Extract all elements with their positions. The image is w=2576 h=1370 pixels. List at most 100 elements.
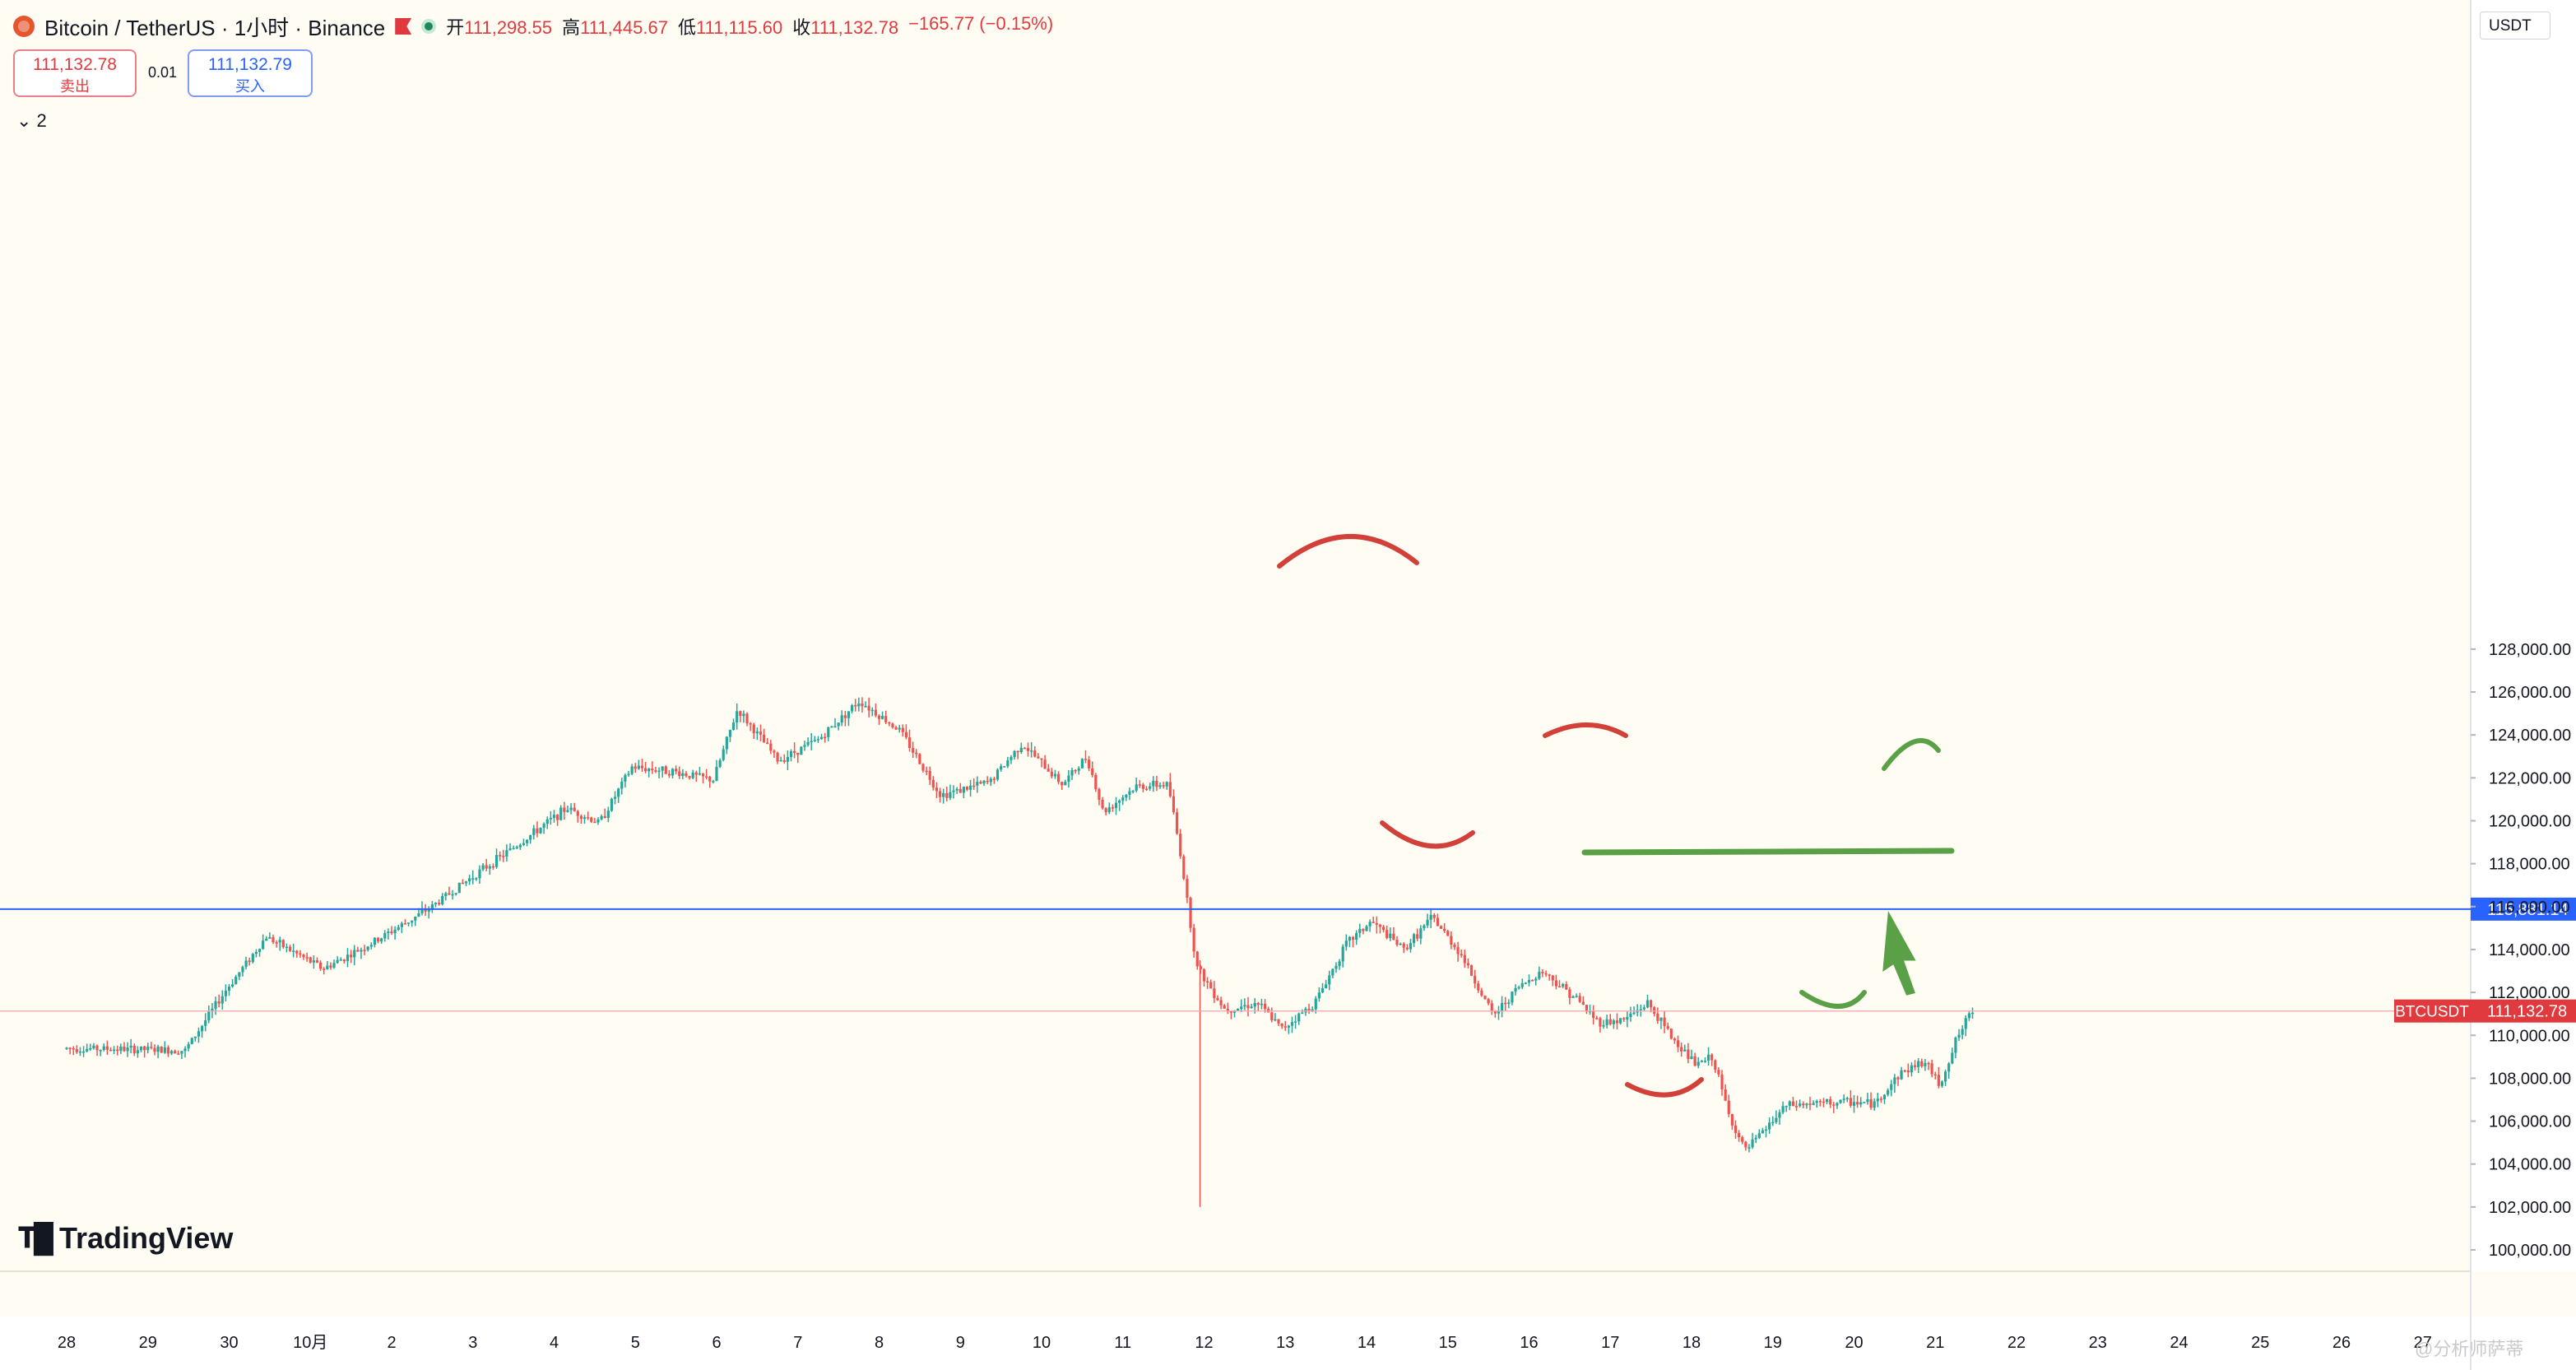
candle[interactable] xyxy=(725,736,728,755)
candle[interactable] xyxy=(1026,742,1030,757)
candle[interactable] xyxy=(373,937,377,948)
candle[interactable] xyxy=(712,779,715,784)
candle[interactable] xyxy=(1608,1014,1612,1026)
candle[interactable] xyxy=(938,787,942,803)
candle[interactable] xyxy=(1839,1099,1842,1104)
candle[interactable] xyxy=(214,996,217,1015)
candle[interactable] xyxy=(1531,979,1534,982)
candle[interactable] xyxy=(1392,926,1395,940)
candle[interactable] xyxy=(691,769,694,779)
candle[interactable] xyxy=(1423,924,1426,931)
candle[interactable] xyxy=(1714,1059,1717,1074)
candle[interactable] xyxy=(156,1044,160,1059)
candle[interactable] xyxy=(1500,996,1504,1018)
candle[interactable] xyxy=(475,877,478,881)
candle[interactable] xyxy=(579,814,583,824)
candle[interactable] xyxy=(89,1043,92,1052)
candle[interactable] xyxy=(864,701,867,708)
candle[interactable] xyxy=(972,778,976,790)
candle[interactable] xyxy=(613,791,617,805)
candle[interactable] xyxy=(715,759,718,782)
candle[interactable] xyxy=(1243,998,1246,1010)
candle[interactable] xyxy=(1149,783,1152,792)
candle[interactable] xyxy=(1683,1044,1687,1052)
candle[interactable] xyxy=(742,710,745,723)
candle[interactable] xyxy=(86,1043,89,1053)
candle[interactable] xyxy=(1331,968,1334,979)
candle[interactable] xyxy=(414,916,417,926)
candle[interactable] xyxy=(745,712,749,727)
candle[interactable] xyxy=(800,745,803,755)
candle[interactable] xyxy=(1381,924,1385,933)
candle[interactable] xyxy=(1913,1060,1917,1071)
candle[interactable] xyxy=(1114,796,1118,815)
candle[interactable] xyxy=(248,957,251,966)
candle[interactable] xyxy=(312,955,315,969)
candle[interactable] xyxy=(1903,1069,1906,1073)
candle[interactable] xyxy=(806,737,810,747)
candle[interactable] xyxy=(698,767,702,776)
candle[interactable] xyxy=(193,1036,197,1042)
candle[interactable] xyxy=(1223,1004,1226,1010)
candle[interactable] xyxy=(590,816,593,824)
candle[interactable] xyxy=(1429,909,1432,928)
sell-button[interactable]: 111,132.78 卖出 xyxy=(13,49,137,97)
candle[interactable] xyxy=(139,1046,143,1053)
candle[interactable] xyxy=(499,851,502,861)
candle[interactable] xyxy=(1344,934,1348,951)
candle[interactable] xyxy=(1748,1144,1751,1153)
candle[interactable] xyxy=(1375,916,1378,934)
candle[interactable] xyxy=(515,845,518,850)
symbol-title[interactable]: Bitcoin / TetherUS · 1小时 · Binance xyxy=(44,15,386,40)
candle[interactable] xyxy=(769,740,773,755)
candle[interactable] xyxy=(796,752,800,764)
candle[interactable] xyxy=(1138,780,1141,788)
candle[interactable] xyxy=(363,945,366,956)
candle[interactable] xyxy=(183,1046,187,1058)
candle[interactable] xyxy=(1172,789,1176,815)
candle[interactable] xyxy=(281,939,285,950)
candle[interactable] xyxy=(332,959,336,969)
candle[interactable] xyxy=(904,724,908,740)
candle[interactable] xyxy=(1213,981,1216,1003)
candle[interactable] xyxy=(1240,999,1243,1012)
candle[interactable] xyxy=(1676,1035,1680,1052)
candle[interactable] xyxy=(169,1049,174,1056)
candle[interactable] xyxy=(907,729,912,752)
candle[interactable] xyxy=(478,865,481,885)
candle[interactable] xyxy=(1144,786,1149,791)
candle[interactable] xyxy=(387,928,390,940)
candle[interactable] xyxy=(1091,761,1094,778)
candle[interactable] xyxy=(955,787,958,794)
candle[interactable] xyxy=(1568,987,1571,1005)
candle[interactable] xyxy=(1274,1013,1277,1022)
candle[interactable] xyxy=(350,950,353,964)
candle[interactable] xyxy=(1890,1080,1893,1097)
candle[interactable] xyxy=(1829,1096,1832,1108)
candle[interactable] xyxy=(491,863,495,871)
candle[interactable] xyxy=(1094,773,1098,792)
candle[interactable] xyxy=(1775,1110,1778,1124)
candle[interactable] xyxy=(369,942,373,950)
candle[interactable] xyxy=(1358,923,1362,938)
candle[interactable] xyxy=(928,766,931,786)
candle[interactable] xyxy=(1622,1017,1626,1023)
candle[interactable] xyxy=(1663,1010,1666,1033)
candle[interactable] xyxy=(1730,1113,1734,1131)
candle[interactable] xyxy=(1849,1089,1852,1108)
candle[interactable] xyxy=(877,714,881,725)
candle[interactable] xyxy=(1070,767,1074,781)
candle[interactable] xyxy=(518,843,522,850)
candle[interactable] xyxy=(390,926,393,936)
candle[interactable] xyxy=(1168,773,1172,798)
candle[interactable] xyxy=(1873,1098,1876,1111)
candle[interactable] xyxy=(1474,969,1477,989)
candle[interactable] xyxy=(1924,1059,1927,1071)
candle[interactable] xyxy=(376,936,380,944)
candle[interactable] xyxy=(1724,1084,1727,1102)
indicators-collapse-toggle[interactable]: ⌄ 2 xyxy=(16,110,47,132)
candle[interactable] xyxy=(1290,1016,1294,1033)
candle[interactable] xyxy=(1778,1109,1781,1125)
candle[interactable] xyxy=(965,786,969,792)
candle[interactable] xyxy=(773,749,776,759)
